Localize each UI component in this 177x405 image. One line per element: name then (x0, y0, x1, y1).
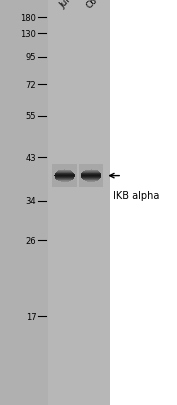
Bar (0, 0, 110, 405)
Text: 95: 95 (26, 53, 36, 62)
Bar (48, 0, 110, 405)
Text: 43: 43 (26, 153, 36, 162)
Bar (57, 171, 72, 172)
Bar (55, 177, 75, 178)
Bar (55, 178, 74, 179)
Bar (55, 173, 74, 174)
Text: 130: 130 (20, 30, 36, 38)
Bar (59, 181, 70, 182)
Bar (79, 164, 103, 188)
Bar (56, 172, 73, 173)
Text: C6: C6 (85, 0, 100, 10)
Bar (56, 179, 73, 180)
Bar (91, 182, 92, 183)
Text: 72: 72 (26, 81, 36, 90)
Bar (83, 180, 99, 181)
Text: 26: 26 (26, 236, 36, 245)
Bar (52, 164, 77, 188)
Text: 17: 17 (26, 312, 36, 321)
Bar (81, 174, 101, 175)
Bar (55, 175, 75, 176)
Bar (84, 171, 98, 172)
Text: Jurkat: Jurkat (58, 0, 83, 10)
Bar (55, 176, 75, 177)
Bar (81, 175, 101, 176)
Text: 34: 34 (26, 197, 36, 206)
Bar (82, 173, 100, 174)
Bar (81, 177, 101, 178)
Text: 180: 180 (20, 14, 36, 23)
Text: IKB alpha: IKB alpha (113, 190, 160, 200)
Bar (83, 172, 99, 173)
Bar (87, 170, 95, 171)
Bar (81, 176, 101, 177)
Bar (64, 182, 65, 183)
Bar (61, 170, 69, 171)
Bar (57, 180, 72, 181)
Bar (82, 178, 101, 179)
Bar (55, 174, 74, 175)
Text: 55: 55 (26, 112, 36, 121)
Bar (86, 181, 97, 182)
Bar (82, 179, 100, 180)
